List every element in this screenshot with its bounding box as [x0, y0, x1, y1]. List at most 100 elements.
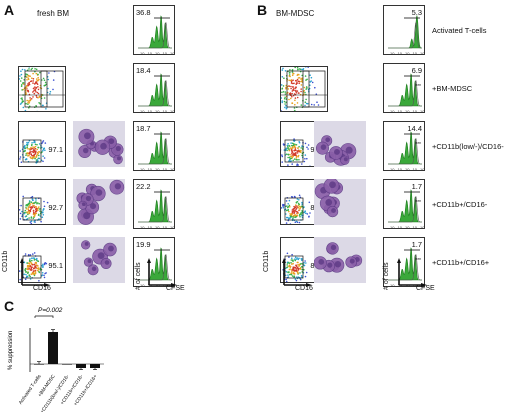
- svg-text:10: 10: [405, 109, 410, 113]
- panel-a-hist-axis-arrows: [147, 258, 177, 287]
- bar: [90, 364, 100, 368]
- y-axis-label: % suppression: [8, 331, 14, 370]
- cytospin-micrograph: [314, 121, 366, 167]
- svg-text:10: 10: [413, 109, 418, 113]
- panel-b-scatter-axis-arrows: [282, 258, 312, 287]
- svg-text:10: 10: [155, 167, 160, 171]
- cytospin-micrograph: [73, 121, 125, 167]
- panel-a-cd11b-axis-label: CD11b: [2, 250, 9, 272]
- panel-b-hist-axis-arrows: [397, 258, 427, 287]
- svg-text:10: 10: [390, 283, 395, 287]
- gated-scatter-plot: 95.1: [18, 237, 66, 283]
- svg-text:10: 10: [390, 225, 395, 229]
- svg-text:10: 10: [140, 51, 145, 55]
- condition-label: +CD11b+/CD16-: [432, 200, 488, 209]
- panel-a-cells-axis-label: # of cells: [135, 262, 142, 290]
- bar: [48, 332, 58, 364]
- proliferation-percentage: 19.9: [136, 240, 151, 249]
- svg-text:10: 10: [140, 167, 145, 171]
- svg-text:10: 10: [163, 225, 168, 229]
- svg-text:10: 10: [413, 225, 418, 229]
- svg-text:10: 10: [163, 167, 168, 171]
- gate-percentage: 92.7: [48, 203, 63, 212]
- proliferation-percentage: 36.8: [136, 8, 151, 17]
- cytospin-micrograph: [73, 179, 125, 225]
- cytospin-micrograph: [314, 237, 366, 283]
- gate-percentage: 95.1: [48, 261, 63, 270]
- proliferation-percentage: 18.4: [136, 66, 151, 75]
- proliferation-percentage: 14.4: [407, 124, 422, 133]
- svg-text:10: 10: [390, 109, 395, 113]
- panel-b-cd16-axis-label: CD16: [295, 285, 313, 292]
- svg-text:10: 10: [398, 109, 403, 113]
- svg-text:10: 10: [420, 225, 425, 229]
- proliferation-percentage: 1.7: [411, 240, 422, 249]
- gated-scatter-plot: 97.1: [18, 121, 66, 167]
- svg-text:10: 10: [140, 283, 145, 287]
- svg-text:10: 10: [405, 167, 410, 171]
- cfse-histogram: 101010101019.9: [133, 237, 175, 287]
- category-label: Activated T-cells: [18, 373, 43, 405]
- p-value-label: P=0.002: [38, 307, 63, 314]
- svg-text:10: 10: [163, 109, 168, 113]
- proliferation-percentage: 18.7: [136, 124, 151, 133]
- proliferation-percentage: 6.9: [411, 66, 422, 75]
- svg-text:10: 10: [170, 225, 175, 229]
- quadrant-scatter-plot: [18, 66, 66, 112]
- panel-b-cd11b-axis-label: CD11b: [263, 250, 270, 272]
- svg-text:10: 10: [140, 109, 145, 113]
- panel-a-title: fresh BM: [37, 9, 70, 18]
- svg-text:10: 10: [148, 109, 153, 113]
- svg-text:10: 10: [390, 51, 395, 55]
- panel-letter-b: B: [257, 2, 268, 18]
- condition-label: +BM-MDSC: [432, 84, 473, 93]
- condition-label: +CD11b(low/-)/CD16-: [432, 142, 504, 151]
- svg-text:10: 10: [155, 109, 160, 113]
- bar: [34, 364, 44, 365]
- cfse-histogram: 10 10 10 10 10 14.4 ***: [383, 121, 425, 171]
- svg-text:10: 10: [170, 109, 175, 113]
- significance-stars: ***: [415, 84, 421, 90]
- proliferation-percentage: 22.2: [136, 182, 151, 191]
- svg-text:10: 10: [413, 51, 418, 55]
- cfse-histogram: 10 10 10 10 10 6.9 ***: [383, 63, 425, 113]
- quadrant-scatter-plot: [280, 66, 328, 112]
- svg-text:10: 10: [155, 51, 160, 55]
- panel-c-bar-chart: % suppression P=0.002 Activated T-cells +BM…: [0, 300, 140, 412]
- gated-scatter-plot: 92.7: [18, 179, 66, 225]
- gate-percentage: 97.1: [48, 145, 63, 154]
- cfse-histogram: 10 10 10 10 10 18.7: [133, 121, 175, 171]
- cytospin-micrograph: [314, 179, 366, 225]
- bar: [62, 364, 72, 365]
- cytospin-micrograph: [73, 237, 125, 283]
- panel-b-title: BM-MDSC: [276, 9, 315, 18]
- svg-text:10: 10: [170, 167, 175, 171]
- svg-text:10: 10: [398, 167, 403, 171]
- proliferation-percentage: 5.3: [411, 8, 422, 17]
- svg-text:10: 10: [140, 225, 145, 229]
- svg-text:10: 10: [163, 51, 168, 55]
- panel-b-cells-axis-label: # of cells: [383, 262, 390, 290]
- svg-text:10: 10: [413, 167, 418, 171]
- svg-text:10: 10: [390, 167, 395, 171]
- svg-text:10: 10: [398, 225, 403, 229]
- svg-text:10: 10: [398, 51, 403, 55]
- significance-stars: ***: [415, 200, 421, 206]
- svg-text:10: 10: [405, 51, 410, 55]
- proliferation-percentage: 1.7: [411, 182, 422, 191]
- svg-text:10: 10: [170, 51, 175, 55]
- significance-stars: ***: [415, 142, 421, 148]
- bar: [76, 364, 86, 368]
- svg-text:10: 10: [420, 51, 425, 55]
- significance-bracket: [34, 315, 54, 318]
- svg-text:10: 10: [155, 225, 160, 229]
- svg-text:10: 10: [148, 51, 153, 55]
- cfse-histogram: 10 10 10 10 10 5.3: [383, 5, 425, 55]
- significance-stars: ***: [415, 258, 421, 264]
- svg-text:10: 10: [420, 167, 425, 171]
- panel-a-cfse-axis-label: CFSE: [166, 285, 185, 292]
- svg-text:10: 10: [420, 109, 425, 113]
- panel-letter-c: C: [4, 298, 15, 314]
